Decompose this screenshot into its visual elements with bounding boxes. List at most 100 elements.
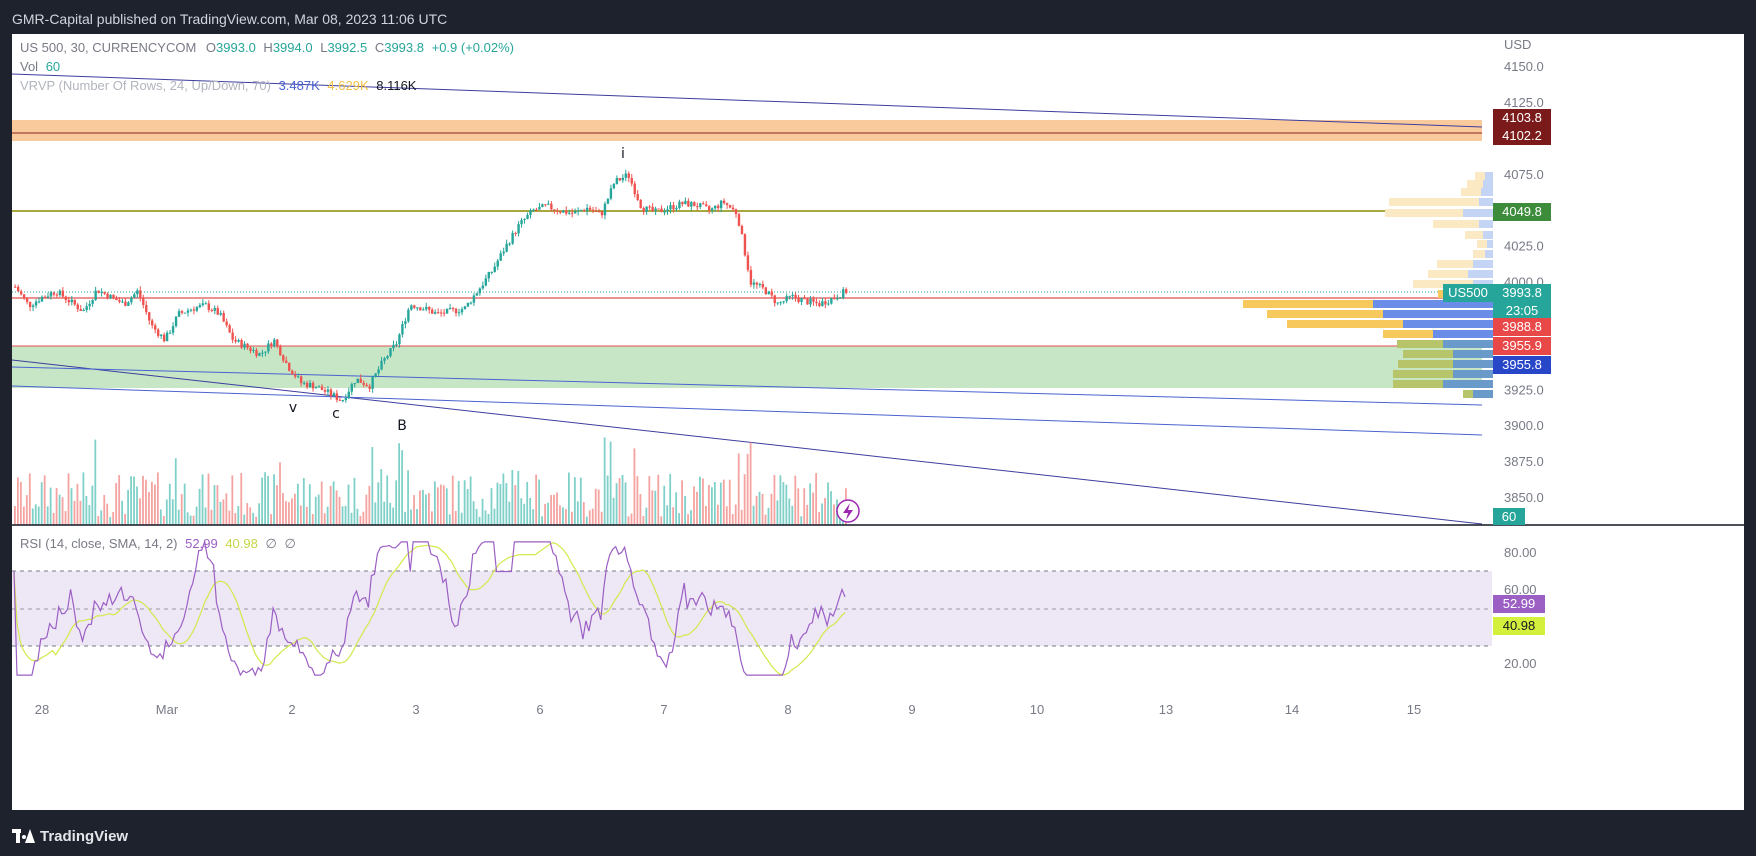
volume-bar (231, 475, 234, 525)
candle-body (621, 177, 625, 181)
vp-up-row (1483, 180, 1493, 188)
candle-body (416, 307, 419, 309)
candle-body (261, 352, 264, 354)
volume-bar (538, 479, 541, 525)
volume-bar (597, 489, 600, 525)
vp-up-row (1383, 310, 1493, 318)
volume-bar (416, 509, 418, 525)
volume-bar (624, 482, 627, 525)
candle-body (213, 308, 216, 311)
vp-down-row (1389, 198, 1479, 206)
vp-down-row (1461, 188, 1481, 196)
volume-bar (499, 484, 502, 525)
volume-bar (776, 500, 779, 525)
volume-bar (34, 504, 37, 525)
candle-body (133, 294, 136, 298)
volume-bar (162, 516, 165, 525)
candle-body (752, 282, 756, 285)
tradingview-footer[interactable]: TradingView (12, 826, 128, 846)
volume-bar (833, 504, 835, 525)
candle-body (660, 208, 663, 213)
candle-body (713, 205, 717, 209)
volume-bar (168, 483, 171, 525)
candle-body (356, 378, 359, 384)
volume-bar (505, 483, 508, 525)
candle-body (299, 376, 303, 384)
candle-body (767, 291, 770, 295)
volume-bar (439, 484, 442, 525)
candle-body (112, 294, 115, 298)
volume-bar (666, 505, 669, 525)
volume-bar (264, 472, 266, 525)
volume-bar (791, 505, 794, 525)
candle-body (842, 289, 845, 298)
volume-bar (696, 491, 698, 525)
volume-bar (553, 494, 555, 525)
candle-body (666, 209, 669, 212)
volume-bar (425, 494, 427, 525)
candle-body (79, 309, 82, 311)
vp-down-row (1403, 350, 1453, 358)
volume-bar (827, 482, 829, 525)
candle-body (383, 358, 386, 361)
candle-body (651, 206, 654, 211)
volume-bar (237, 506, 240, 525)
rsi-legend[interactable]: RSI (14, close, SMA, 14, 2) 52.99 40.98 … (20, 536, 296, 551)
badge-r1-bg (1493, 109, 1551, 127)
candle-body (678, 201, 681, 209)
volume-bar (428, 493, 430, 525)
time-axis[interactable]: 28 Mar 2 3 6 7 8 9 10 13 14 15 (35, 702, 1421, 717)
candle-body (815, 301, 818, 304)
legend-change: +0.9 (+0.02%) (432, 40, 514, 55)
badge-countdown: 23:05 (1506, 303, 1539, 318)
candle-body (153, 325, 157, 330)
vp-up-row (1487, 240, 1493, 248)
candle-body (317, 386, 321, 388)
candle-body (740, 225, 744, 235)
volume-bar (374, 502, 377, 525)
legend-vrvp-down: 4.629K (327, 78, 369, 93)
volume-bar (398, 443, 401, 525)
main-legend[interactable]: US 500, 30, CURRENCYCOM O3993.0 H3994.0 … (20, 40, 514, 93)
volume-bar (809, 483, 812, 525)
volume-bar (362, 511, 365, 525)
candle-body (159, 334, 163, 336)
badge-rsi-ma-bg (1493, 617, 1545, 635)
badge-r2-bg (1493, 127, 1551, 145)
candle-body (639, 199, 642, 209)
volume-bar (472, 501, 475, 525)
rsi-tick: 60.00 (1504, 582, 1537, 597)
volume-bar (660, 516, 663, 525)
candle-body (88, 303, 91, 307)
wave-label-v: v (289, 400, 297, 416)
candle-body (657, 208, 660, 210)
candle-body (371, 376, 374, 389)
volume-bar (192, 515, 195, 525)
vp-down-row (1467, 180, 1483, 188)
chart-frame[interactable]: .ax { font-family:"Liberation Sans","Dej… (12, 34, 1744, 810)
price-tick: 3900.0 (1504, 418, 1544, 433)
volume-bar (594, 488, 597, 525)
volume-bar (174, 458, 177, 525)
vp-down-row (1465, 231, 1483, 239)
candle-body (481, 285, 485, 289)
volume-bar (308, 484, 311, 525)
volume-bar (276, 485, 278, 525)
volume-bar (431, 511, 433, 525)
volume-bar (463, 480, 466, 525)
volume-bar (341, 506, 344, 525)
candle-body (52, 292, 56, 295)
volume-bar (484, 510, 487, 525)
candle-body (428, 306, 431, 310)
candle-body (14, 286, 17, 288)
volume-bar (112, 512, 115, 525)
volume-bar (585, 516, 588, 525)
volume-bar (734, 504, 737, 525)
lightning-icon[interactable] (836, 499, 860, 523)
volume-bar (487, 513, 490, 525)
chart-svg[interactable]: .ax { font-family:"Liberation Sans","Dej… (12, 34, 1744, 810)
volume-bar (618, 478, 621, 525)
candle-body (314, 387, 318, 389)
volume-bar (55, 487, 58, 525)
volume-bar (675, 492, 678, 525)
